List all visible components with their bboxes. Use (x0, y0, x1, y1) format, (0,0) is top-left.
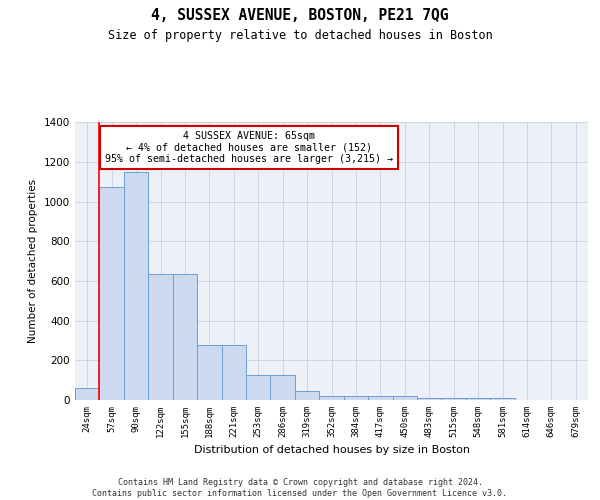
Bar (246, 375, 271, 400)
Bar (368, 396, 392, 400)
Bar (173, 274, 197, 400)
Bar (392, 396, 417, 400)
Bar (197, 344, 221, 400)
Bar (75, 388, 100, 400)
Bar (319, 396, 344, 400)
Text: Contains HM Land Registry data © Crown copyright and database right 2024.
Contai: Contains HM Land Registry data © Crown c… (92, 478, 508, 498)
Bar (490, 398, 515, 400)
Bar (100, 187, 124, 400)
Bar (124, 172, 148, 400)
Bar (442, 398, 466, 400)
Bar (344, 396, 368, 400)
Text: Size of property relative to detached houses in Boston: Size of property relative to detached ho… (107, 29, 493, 42)
X-axis label: Distribution of detached houses by size in Boston: Distribution of detached houses by size … (193, 446, 470, 456)
Bar (271, 375, 295, 400)
Bar (221, 344, 246, 400)
Y-axis label: Number of detached properties: Number of detached properties (28, 179, 38, 344)
Text: 4, SUSSEX AVENUE, BOSTON, PE21 7QG: 4, SUSSEX AVENUE, BOSTON, PE21 7QG (151, 8, 449, 22)
Bar (417, 398, 442, 400)
Bar (295, 391, 319, 400)
Text: 4 SUSSEX AVENUE: 65sqm
← 4% of detached houses are smaller (152)
95% of semi-det: 4 SUSSEX AVENUE: 65sqm ← 4% of detached … (106, 131, 394, 164)
Bar (466, 398, 490, 400)
Bar (148, 274, 173, 400)
